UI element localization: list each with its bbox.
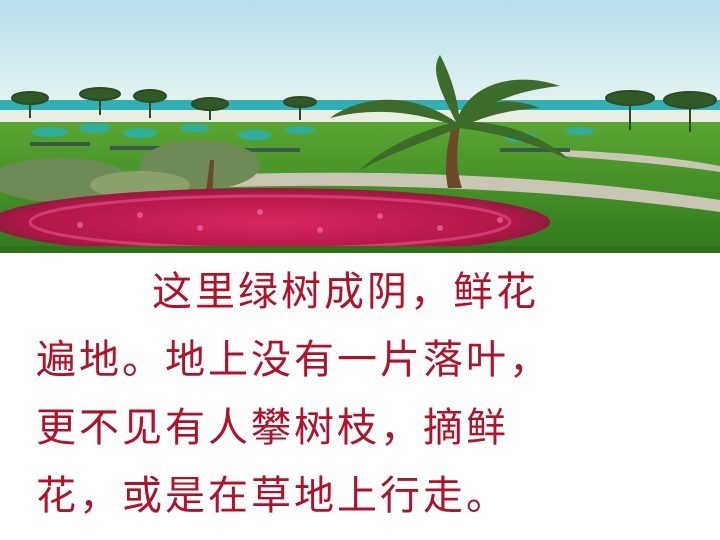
umbrellas — [32, 123, 594, 142]
sky — [0, 0, 720, 110]
distant-palms — [11, 87, 717, 132]
text-line-2: 遍地。地上没有一片落叶， — [36, 337, 552, 383]
text-line-4: 花，或是在草地上行走。 — [36, 473, 509, 519]
park-garden-photo — [0, 0, 720, 253]
text-line-1: 这里绿树成阴，鲜花 — [152, 269, 539, 315]
main-palm-tree — [330, 55, 570, 188]
garden-path — [150, 172, 720, 212]
text-line-3: 更不见有人攀树枝，摘鲜 — [36, 405, 509, 451]
slide-body-text: 这里绿树成阴，鲜花 遍地。地上没有一片落叶， 更不见有人攀树枝，摘鲜 花，或是在… — [36, 258, 676, 530]
shrubs — [0, 140, 260, 202]
flower-bed — [0, 188, 550, 253]
